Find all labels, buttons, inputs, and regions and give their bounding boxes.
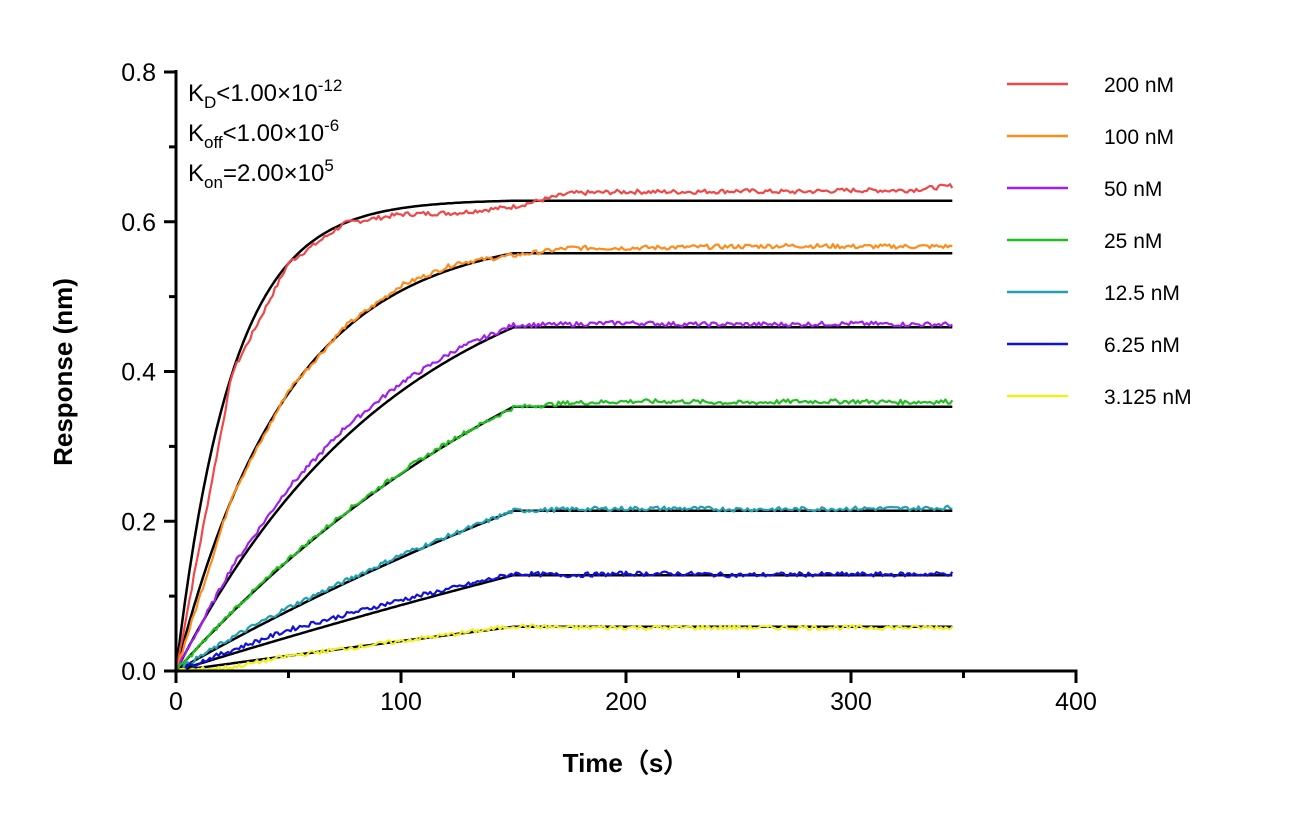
legend-label: 25 nM <box>1104 230 1162 253</box>
x-tick-label: 400 <box>1055 688 1097 716</box>
legend: 200 nM 100 nM 50 nM 25 nM 12.5 nM 6.25 nM 3.12… <box>1007 74 1192 409</box>
fit-curve-200-nM <box>174 199 953 672</box>
fit-curve-25-nM <box>175 405 953 672</box>
fit-curve-50-nM <box>174 326 953 672</box>
kinetic-annotations: KD<1.00×10-12 Koff<1.00×10-6 Kon=2.00×10… <box>188 76 342 192</box>
legend-label: 50 nM <box>1104 178 1162 201</box>
legend-label: 6.25 nM <box>1104 334 1180 357</box>
kd-annotation: KD<1.00×10-12 <box>188 76 342 112</box>
legend-label: 12.5 nM <box>1104 282 1180 305</box>
data-curve-200-nM <box>174 183 954 672</box>
data-curve-6.25-nM <box>175 570 954 673</box>
x-tick-label: 0 <box>169 688 183 716</box>
koff-annotation: Koff<1.00×10-6 <box>188 116 339 152</box>
data-curves <box>174 183 954 673</box>
fit-curve-3.125-nM <box>175 625 953 673</box>
data-curve-3.125-nM <box>175 623 954 673</box>
legend-label: 3.125 nM <box>1104 386 1192 409</box>
y-tick-label: 0.0 <box>121 658 156 686</box>
data-curve-50-nM <box>175 320 953 672</box>
data-curve-100-nM <box>174 242 953 672</box>
legend-label: 100 nM <box>1104 126 1174 149</box>
y-tick-label: 0.8 <box>121 59 156 87</box>
y-tick-label: 0.6 <box>121 209 156 237</box>
y-tick-label: 0.4 <box>121 359 156 387</box>
kon-annotation: Kon=2.00×105 <box>188 156 334 192</box>
x-tick-label: 300 <box>830 688 872 716</box>
y-axis-title: Response (nm) <box>48 278 78 466</box>
data-curve-12.5-nM <box>175 504 953 673</box>
fit-curve-6.25-nM <box>175 573 953 673</box>
axes: 0.0 0.2 0.4 0.6 0.8 0 100 200 300 400 <box>121 59 1097 716</box>
y-tick-label: 0.2 <box>121 508 156 536</box>
x-tick-label: 100 <box>380 688 422 716</box>
fit-curves <box>174 199 953 673</box>
legend-label: 200 nM <box>1104 74 1174 97</box>
x-axis-title: Time（s） <box>563 748 690 778</box>
fit-curve-12.5-nM <box>175 509 953 673</box>
x-tick-label: 200 <box>605 688 647 716</box>
data-curve-25-nM <box>175 398 954 672</box>
